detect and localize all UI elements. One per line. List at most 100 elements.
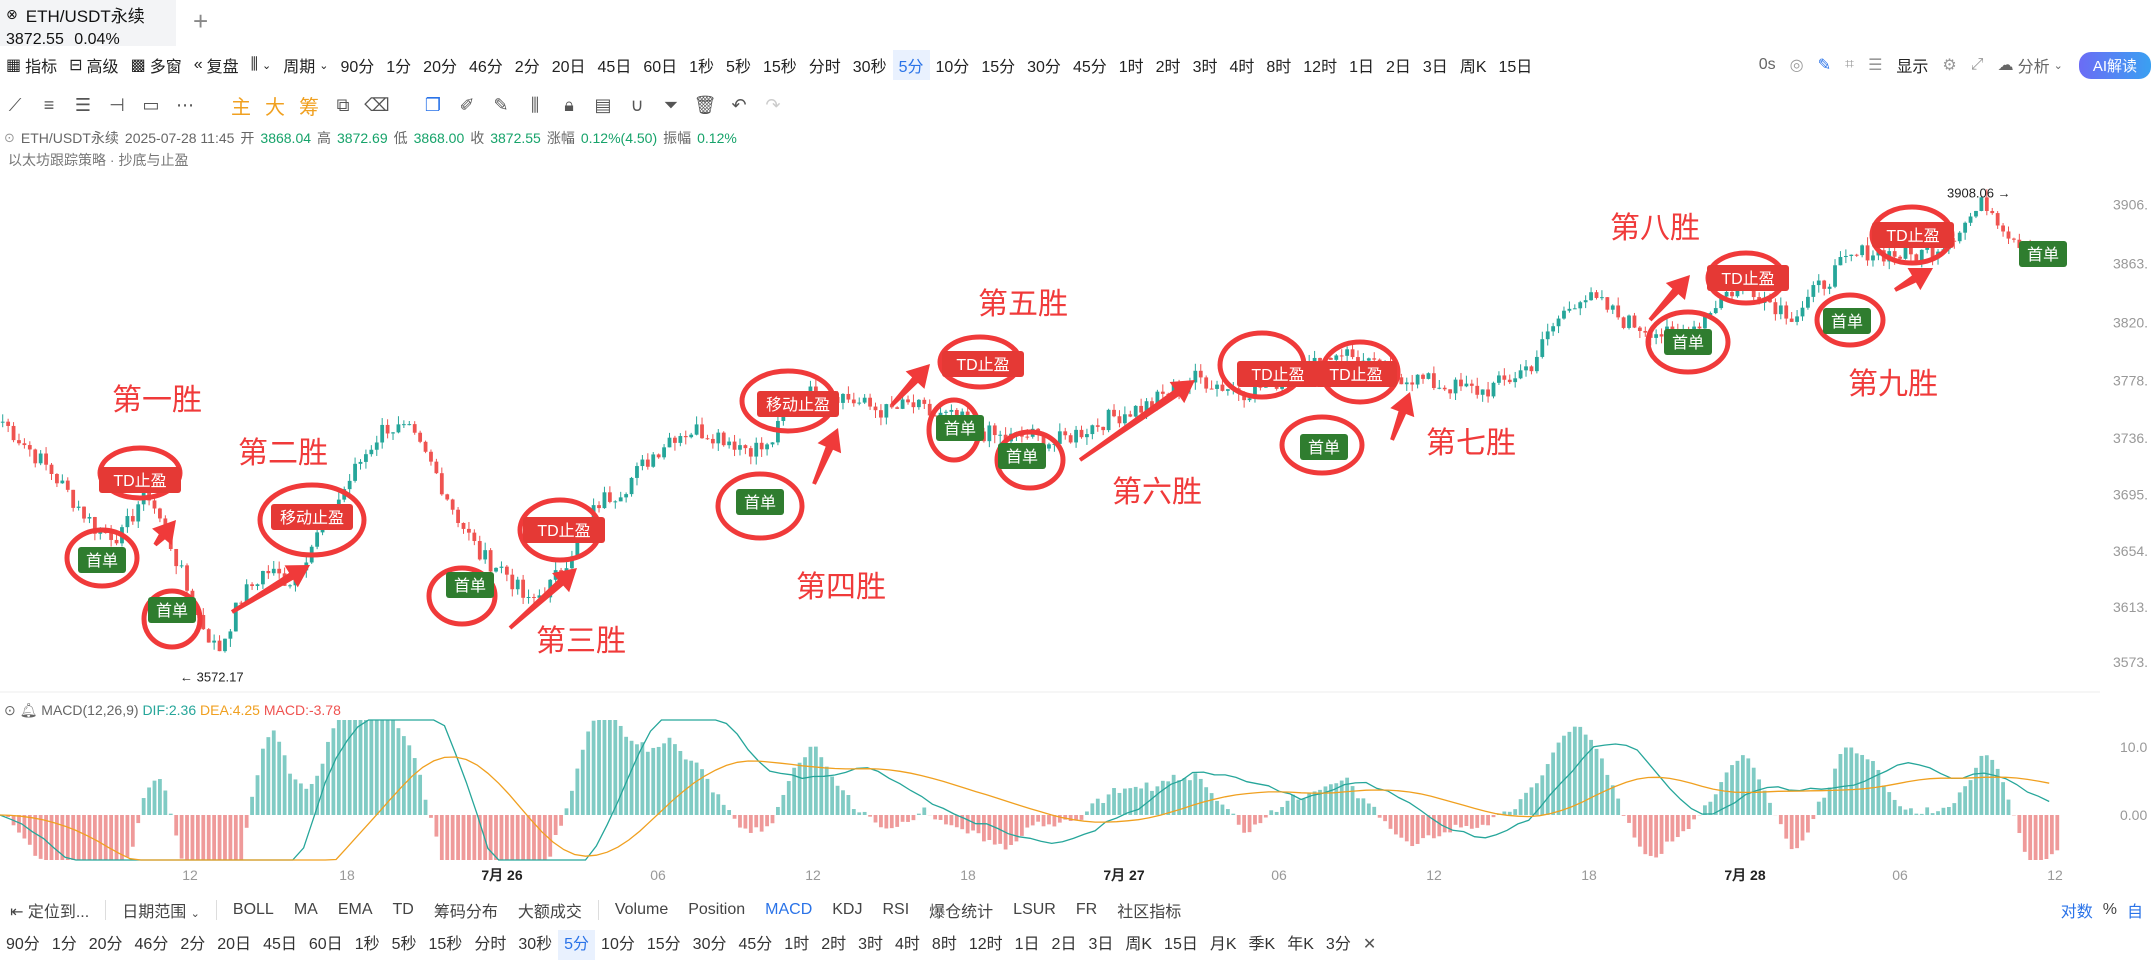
fib-tool-icon[interactable]: ☰ xyxy=(74,94,92,115)
indicator-tab-12[interactable]: LSUR xyxy=(1013,901,1056,918)
camera-icon[interactable]: ◎ xyxy=(1789,57,1804,74)
magnet-icon[interactable]: ∪ xyxy=(630,94,644,115)
indicator-tab-1[interactable]: MA xyxy=(293,901,318,918)
bottom-period-21[interactable]: 4时 xyxy=(895,936,920,953)
period-11[interactable]: 分时 xyxy=(808,59,841,76)
period-26[interactable]: 3日 xyxy=(1422,59,1448,76)
indicator-tab-8[interactable]: MACD xyxy=(765,901,813,918)
bottom-period-16[interactable]: 30分 xyxy=(692,936,727,953)
copy-icon[interactable]: ❐ xyxy=(424,94,442,115)
bottom-period-27[interactable]: 周K xyxy=(1125,936,1153,953)
period-9[interactable]: 5秒 xyxy=(726,59,751,76)
period-17[interactable]: 45分 xyxy=(1072,59,1107,76)
brush-icon[interactable]: ✎ xyxy=(493,94,509,115)
indicator-tab-9[interactable]: KDJ xyxy=(832,901,863,918)
bottom-period-15[interactable]: 15分 xyxy=(646,936,681,953)
bottom-period-18[interactable]: 1时 xyxy=(784,936,810,953)
indicator-tab-5[interactable]: 大额成交 xyxy=(517,904,582,921)
big-toggle[interactable]: 大 xyxy=(265,96,285,119)
replay-button[interactable]: «复盘 xyxy=(188,50,245,80)
period-18[interactable]: 1时 xyxy=(1118,59,1144,76)
bottom-period-6[interactable]: 45日 xyxy=(263,936,297,953)
period-8[interactable]: 1秒 xyxy=(689,59,715,76)
period-13[interactable]: 5分 xyxy=(892,50,930,80)
trash-icon[interactable]: 🗑︎ xyxy=(693,94,717,115)
bottom-period-25[interactable]: 2日 xyxy=(1051,936,1077,953)
bottom-period-9[interactable]: 5秒 xyxy=(391,936,417,953)
main-chart-toggle[interactable]: 主 xyxy=(231,96,251,119)
indicator-tab-0[interactable]: BOLL xyxy=(232,901,274,918)
ruler-icon[interactable]: ✐ xyxy=(459,94,475,115)
parallel-tool-icon[interactable]: ≡ xyxy=(43,94,55,115)
bottom-period-30[interactable]: 季K xyxy=(1248,936,1276,953)
symbol-tab[interactable]: ⊗ ETH/USDT永续 3872.55 0.04% xyxy=(0,0,176,48)
bottom-period-1[interactable]: 1分 xyxy=(51,936,77,953)
pen-icon[interactable]: ✎ xyxy=(1817,57,1832,74)
indicator-tab-7[interactable]: Position xyxy=(688,901,746,918)
bell-icon[interactable]: ⊙ 🔔︎ MACD(12,26,9) xyxy=(4,702,142,718)
period-dropdown[interactable]: 周期 ⌄ xyxy=(277,50,334,80)
locate-button[interactable]: ⇤ 定位到... xyxy=(0,898,99,922)
period-3[interactable]: 46分 xyxy=(468,59,503,76)
date-range-dropdown[interactable]: 日期范围 ⌄ xyxy=(112,898,210,922)
period-19[interactable]: 2时 xyxy=(1155,59,1181,76)
ai-interpret-button[interactable]: AI解读 xyxy=(2078,51,2151,79)
advanced-button[interactable]: ⊟ 高级 xyxy=(63,50,124,80)
bottom-period-0[interactable]: 90分 xyxy=(6,936,40,953)
filter-icon[interactable]: ⏷ xyxy=(663,94,679,115)
bottom-period-7[interactable]: 60日 xyxy=(308,936,343,953)
chart-type-button[interactable]: ⫼ ⌄ xyxy=(245,50,278,80)
bottom-period-28[interactable]: 15日 xyxy=(1164,936,1198,953)
indicator-tab-3[interactable]: TD xyxy=(392,901,414,918)
log-scale-toggle[interactable]: 对数 xyxy=(2060,904,2093,921)
analysis-button[interactable]: ☁ 分析 ⌄ xyxy=(1992,50,2069,80)
indicator-tab-13[interactable]: FR xyxy=(1075,901,1098,918)
period-20[interactable]: 3时 xyxy=(1192,59,1218,76)
percent-toggle[interactable]: % xyxy=(2102,901,2117,918)
period-10[interactable]: 15秒 xyxy=(762,59,797,76)
indicator-tab-4[interactable]: 筹码分布 xyxy=(433,904,498,921)
indicator-tab-2[interactable]: EMA xyxy=(337,901,373,918)
line-tool-icon[interactable]: ⟋ xyxy=(8,94,22,115)
period-2[interactable]: 20分 xyxy=(423,59,457,76)
close-icon[interactable]: ✕ xyxy=(1362,936,1377,953)
bottom-period-32[interactable]: 3分 xyxy=(1325,936,1351,953)
price-chart[interactable]: 3906. 3863. 3820. 3778. 3736. 3695. 3654. 3613.… xyxy=(0,160,2151,900)
bottom-period-19[interactable]: 2时 xyxy=(821,936,847,953)
period-4[interactable]: 2分 xyxy=(514,59,540,76)
lock-icon[interactable]: 🔒︎ xyxy=(564,94,574,115)
indicator-tab-6[interactable]: Volume xyxy=(614,901,669,918)
period-24[interactable]: 1日 xyxy=(1349,59,1374,76)
period-15[interactable]: 15分 xyxy=(981,59,1016,76)
period-0[interactable]: 90分 xyxy=(340,59,375,76)
period-28[interactable]: 15日 xyxy=(1498,59,1533,76)
x-circle-icon[interactable]: ⊗ xyxy=(6,6,18,22)
bottom-period-14[interactable]: 10分 xyxy=(601,936,635,953)
plus-icon[interactable]: + xyxy=(193,6,209,36)
period-16[interactable]: 30分 xyxy=(1027,59,1061,76)
period-14[interactable]: 10分 xyxy=(935,59,970,76)
bottom-period-26[interactable]: 3日 xyxy=(1088,936,1114,953)
period-5[interactable]: 20日 xyxy=(551,59,586,76)
period-21[interactable]: 4时 xyxy=(1229,59,1255,76)
bottom-period-3[interactable]: 46分 xyxy=(134,936,169,953)
auto-toggle[interactable]: 自 xyxy=(2126,904,2143,921)
crop-icon[interactable]: ⌗ xyxy=(1845,56,1855,73)
redo-icon[interactable]: ↷ xyxy=(765,94,781,115)
undo-icon[interactable]: ↶ xyxy=(731,94,747,115)
bottom-period-8[interactable]: 1秒 xyxy=(354,936,380,953)
indicator-tab-10[interactable]: RSI xyxy=(882,901,910,918)
bottom-period-12[interactable]: 30秒 xyxy=(518,936,553,953)
eraser-icon[interactable]: ⌫ xyxy=(364,94,390,115)
bottom-period-20[interactable]: 3时 xyxy=(858,936,884,953)
bottom-period-10[interactable]: 15秒 xyxy=(428,936,463,953)
indicator-tab-14[interactable]: 社区指标 xyxy=(1117,904,1182,921)
more-tools-icon[interactable]: ⋯ xyxy=(176,94,194,115)
bottom-period-23[interactable]: 12时 xyxy=(968,936,1003,953)
compare-icon[interactable]: ⧉ xyxy=(336,94,350,115)
bottom-period-22[interactable]: 8时 xyxy=(931,936,957,953)
period-22[interactable]: 8时 xyxy=(1266,59,1292,76)
rect-tool-icon[interactable]: ▭ xyxy=(142,94,160,115)
period-23[interactable]: 12时 xyxy=(1303,59,1338,76)
chip-toggle[interactable]: 筹 xyxy=(299,96,319,119)
